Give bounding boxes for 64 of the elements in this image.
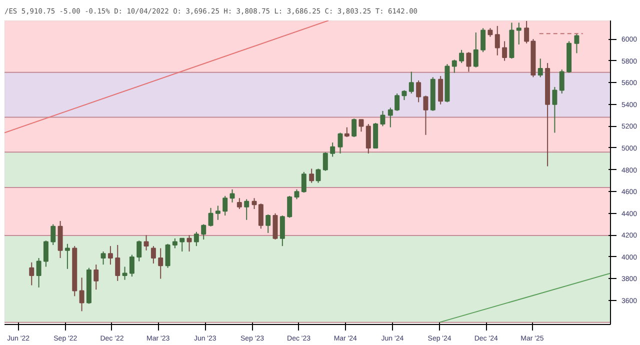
- candlestick: [172, 238, 178, 249]
- candlestick: [301, 171, 306, 194]
- candlestick: [272, 212, 278, 240]
- candlestick: [280, 215, 285, 247]
- candlestick: [294, 188, 300, 200]
- candlestick: [58, 220, 63, 259]
- candlestick: [222, 195, 228, 216]
- candlestick: [129, 254, 134, 278]
- candlestick: [150, 246, 156, 264]
- candlestick: [36, 258, 42, 288]
- candlestick: [287, 195, 292, 218]
- candlestick: [194, 231, 199, 247]
- candlestick: [516, 22, 522, 45]
- candlestick: [144, 234, 149, 251]
- candlestick: [366, 124, 371, 154]
- candlestick: [309, 168, 314, 184]
- candlestick: [201, 224, 206, 240]
- candlestick: [344, 126, 350, 138]
- candlestick: [122, 266, 128, 280]
- candlestick: [136, 240, 142, 262]
- candlestick: [494, 25, 500, 56]
- candlestick: [480, 28, 486, 53]
- candlestick: [559, 69, 564, 94]
- candlestick: [416, 80, 422, 103]
- candlestick: [94, 264, 99, 290]
- candlestick: [338, 132, 343, 154]
- candlestick: [108, 246, 113, 266]
- candlestick: [266, 214, 271, 234]
- candlestick: [466, 52, 472, 72]
- candlestick: [50, 224, 56, 246]
- candlestick: [402, 90, 407, 101]
- candlestick: [322, 152, 328, 172]
- candlestick: [538, 58, 543, 78]
- candlestick: [552, 86, 558, 134]
- candlestick: [252, 198, 257, 210]
- candlestick: [574, 33, 580, 54]
- candlestick: [473, 32, 478, 68]
- candlestick: [236, 198, 242, 210]
- candlestick: [100, 250, 106, 266]
- candlestick: [64, 243, 70, 270]
- candlestick: [352, 118, 357, 138]
- candlestick: [186, 234, 192, 252]
- candlestick: [208, 207, 214, 227]
- candlestick: [373, 122, 378, 148]
- candlestick: [230, 188, 235, 203]
- candlestick: [79, 277, 84, 312]
- candlestick: [165, 243, 170, 268]
- candlestick: [408, 71, 414, 94]
- candlestick: [180, 238, 185, 252]
- candlestick: [115, 244, 120, 282]
- candlestick: [215, 205, 220, 220]
- candlestick: [158, 248, 164, 280]
- candlestick: [244, 198, 250, 220]
- candlestick: [438, 76, 444, 105]
- candlestick: [330, 142, 336, 158]
- candlestick: [380, 110, 386, 127]
- candlestick: [358, 119, 364, 132]
- candlestick: [452, 59, 457, 74]
- candlestick: [29, 262, 34, 286]
- candlestick: [423, 95, 428, 136]
- candlestick: [459, 49, 464, 64]
- candlestick: [258, 203, 264, 230]
- candlestick: [502, 40, 508, 62]
- candlestick: [43, 240, 48, 268]
